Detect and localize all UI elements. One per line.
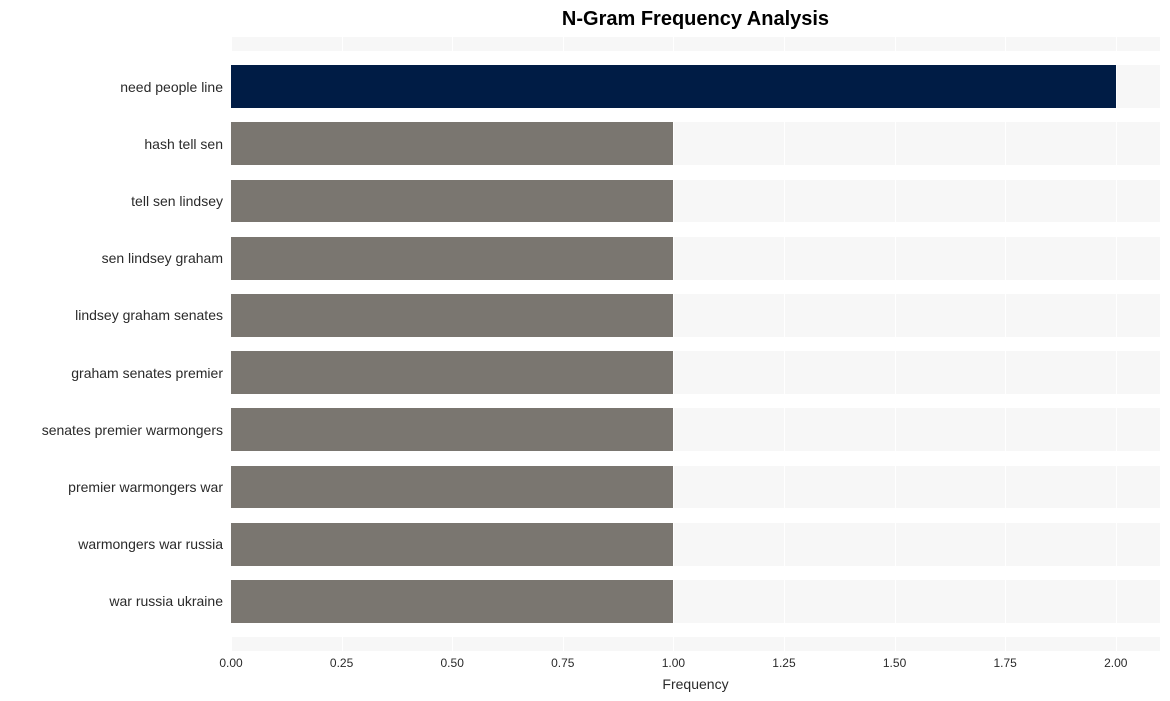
x-tick-label: 0.00 [219, 656, 242, 670]
row-gap [231, 165, 1160, 179]
x-tick-label: 1.25 [772, 656, 795, 670]
x-axis-label: Frequency [231, 676, 1160, 692]
x-tick-label: 2.00 [1104, 656, 1127, 670]
y-category-label: graham senates premier [3, 366, 223, 380]
row-gap [231, 337, 1160, 351]
row-gap [231, 451, 1160, 465]
x-tick-label: 0.75 [551, 656, 574, 670]
bar [231, 351, 673, 394]
x-tick-label: 1.50 [883, 656, 906, 670]
x-tick-label: 0.25 [330, 656, 353, 670]
bar [231, 65, 1116, 108]
bar [231, 237, 673, 280]
grid-vline [673, 37, 674, 651]
chart-title: N-Gram Frequency Analysis [231, 8, 1160, 31]
row-gap [231, 222, 1160, 236]
y-category-label: lindsey graham senates [3, 308, 223, 322]
y-category-label: need people line [3, 80, 223, 94]
bar [231, 180, 673, 223]
row-gap [231, 280, 1160, 294]
bar [231, 122, 673, 165]
grid-vline [1005, 37, 1006, 651]
y-category-label: warmongers war russia [3, 537, 223, 551]
row-gap [231, 51, 1160, 65]
y-category-label: sen lindsey graham [3, 251, 223, 265]
row-gap [231, 394, 1160, 408]
y-category-label: senates premier warmongers [3, 423, 223, 437]
bar [231, 523, 673, 566]
bar [231, 294, 673, 337]
x-tick-label: 1.75 [993, 656, 1016, 670]
bar [231, 580, 673, 623]
ngram-frequency-chart: N-Gram Frequency Analysis Frequency need… [0, 0, 1170, 701]
grid-vline [784, 37, 785, 651]
x-tick-label: 0.50 [441, 656, 464, 670]
plot-area [231, 37, 1160, 651]
y-category-label: war russia ukraine [3, 594, 223, 608]
y-category-label: tell sen lindsey [3, 194, 223, 208]
grid-vline [1116, 37, 1117, 651]
row-gap [231, 108, 1160, 122]
bar [231, 408, 673, 451]
grid-vline [895, 37, 896, 651]
row-gap [231, 508, 1160, 522]
y-category-label: hash tell sen [3, 137, 223, 151]
row-gap [231, 566, 1160, 580]
y-category-label: premier warmongers war [3, 480, 223, 494]
x-tick-label: 1.00 [662, 656, 685, 670]
bar [231, 466, 673, 509]
row-gap [231, 623, 1160, 637]
